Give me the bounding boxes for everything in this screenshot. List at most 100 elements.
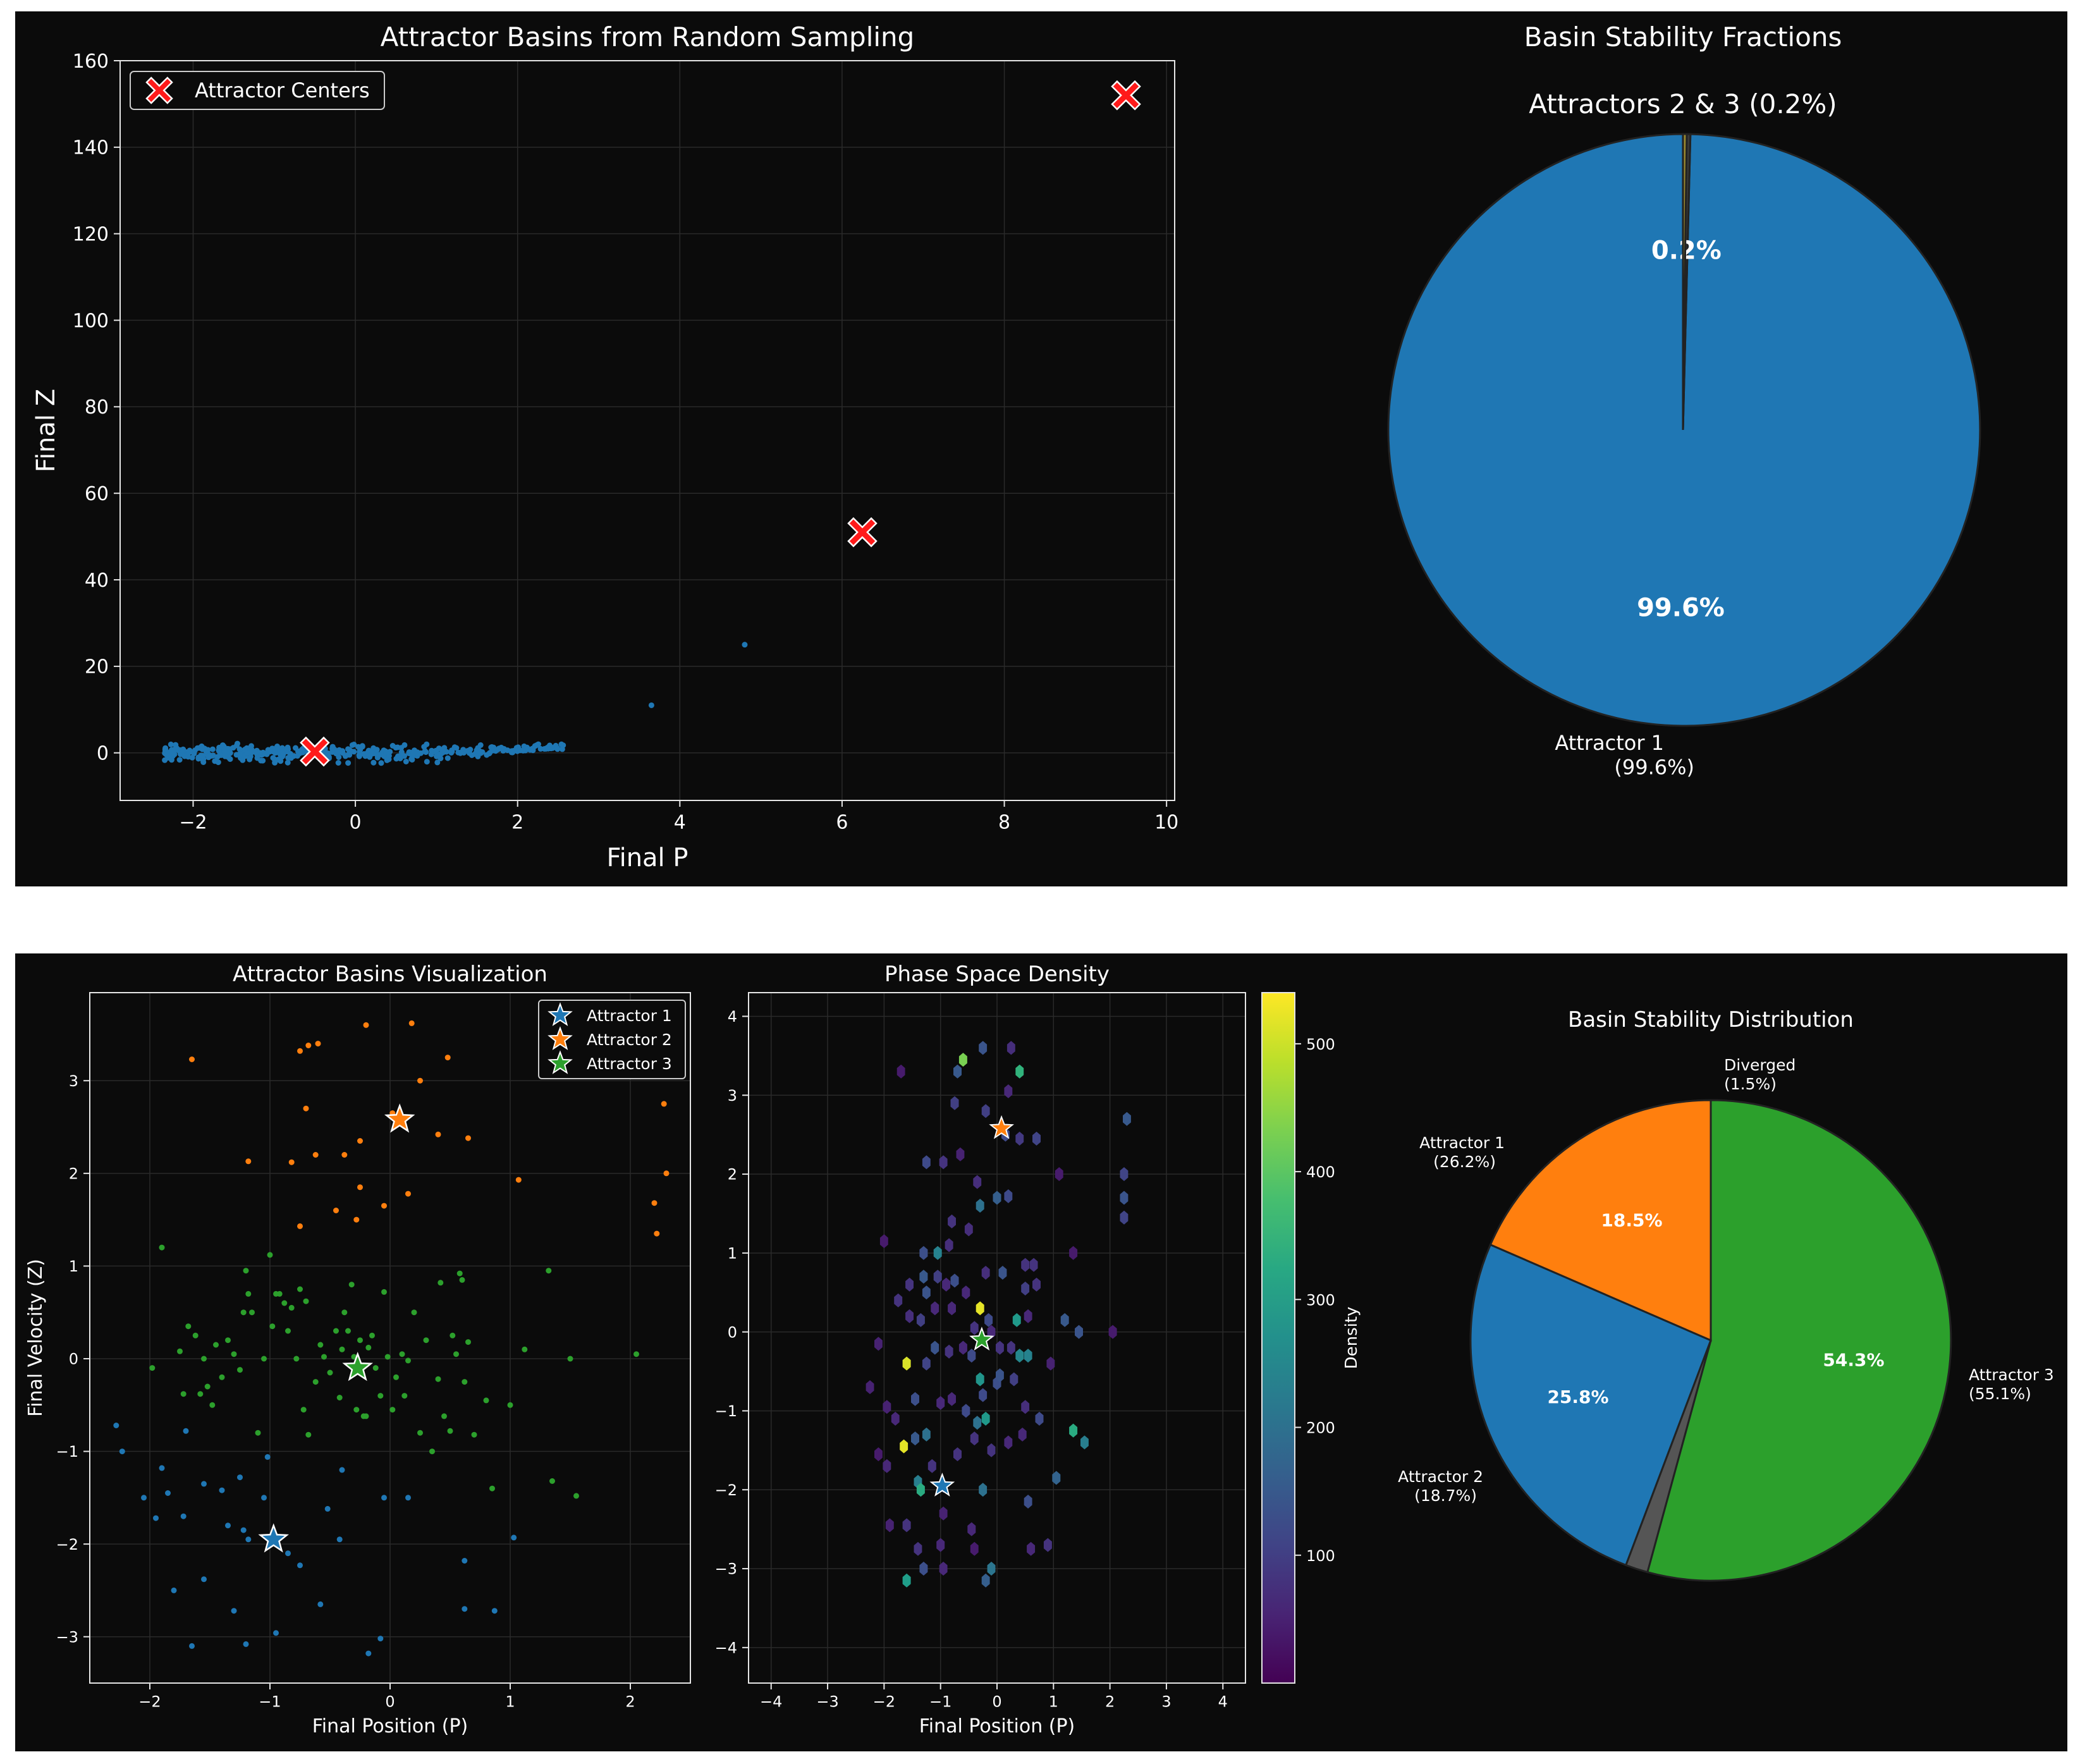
- hexbin-cell: [981, 1573, 990, 1588]
- scatter-point: [253, 749, 259, 756]
- y-tick-label: 120: [73, 223, 109, 245]
- hexbin-cell: [945, 1238, 953, 1253]
- scatter-point: [453, 745, 460, 751]
- legend-marker: [548, 1026, 573, 1050]
- x-axis-label: Final Position (P): [312, 1715, 468, 1737]
- scatter-point: [357, 1138, 363, 1144]
- scatter-point: [351, 749, 357, 755]
- x-axis-label: Final P: [606, 843, 688, 873]
- scatter-point: [489, 744, 495, 750]
- pie-slice-label-line: Attractor 1: [1419, 1134, 1505, 1152]
- scatter-point: [205, 753, 212, 759]
- pie-slice-label-line: (18.7%): [1414, 1486, 1477, 1505]
- scatter-point: [477, 742, 484, 748]
- hexbin-cell: [1027, 1541, 1036, 1556]
- top-figure: −2 0 2 4 6 8 10020406080100120140160Attractor …: [32, 21, 1981, 873]
- scatter-point: [661, 1101, 667, 1107]
- legend-box: [130, 71, 385, 110]
- scatter-point: [264, 1454, 271, 1460]
- y-tick-label: 2: [728, 1166, 737, 1184]
- scatter-point: [444, 755, 451, 761]
- scatter-point: [339, 1346, 345, 1352]
- scatter-point: [399, 1351, 405, 1357]
- scatter-point: [663, 1170, 670, 1177]
- hexbin-cell: [1029, 1258, 1038, 1272]
- hexbin-cell: [1018, 1427, 1027, 1442]
- scatter-point: [216, 744, 223, 750]
- scatter-point: [267, 1252, 273, 1258]
- scatter-point: [197, 1391, 204, 1397]
- x-tick-label: 3: [1161, 1693, 1171, 1711]
- pie-percent-label: 18.5%: [1601, 1210, 1662, 1230]
- attractor-star-marker: [969, 1326, 994, 1351]
- scatter-point: [214, 754, 221, 760]
- hexbin-cell: [1015, 1064, 1024, 1079]
- hexbin-cell: [931, 1340, 939, 1355]
- x-tick-label: −4: [760, 1693, 782, 1711]
- hexbin-cell: [987, 1325, 996, 1339]
- pie-slice: [1489, 1099, 1712, 1342]
- pie-slice-label: Attractor 1 (26.2%): [1419, 1134, 1505, 1171]
- hexbin-cell: [970, 1541, 979, 1556]
- hexbin-cell: [902, 1573, 911, 1588]
- scatter-point: [554, 746, 561, 752]
- scatter-point: [231, 1608, 237, 1614]
- scatter-point: [429, 747, 435, 754]
- hexbin-cell: [916, 1313, 925, 1327]
- scatter-point: [317, 1342, 324, 1348]
- scatter-point: [189, 1057, 195, 1062]
- scatter-point: [465, 1339, 471, 1345]
- scatter-point: [219, 1374, 225, 1380]
- pie-slice-label-line: Diverged: [1724, 1056, 1796, 1074]
- hexbin-cell: [942, 1277, 951, 1292]
- hexbin-cell: [964, 1222, 973, 1237]
- scatter-point: [457, 750, 463, 756]
- hexbin-cell: [970, 1321, 979, 1335]
- hexbin-cell: [1120, 1191, 1129, 1205]
- scatter-point: [456, 1270, 463, 1277]
- hexbin-cell: [956, 1147, 965, 1161]
- x-tick-label: 6: [836, 812, 848, 834]
- x-tick-label: 1: [1049, 1693, 1058, 1711]
- scatter-point: [201, 1356, 207, 1362]
- hexbin-cell: [1004, 1435, 1013, 1450]
- hexbin-cell: [922, 1155, 931, 1170]
- scatter-point: [312, 1152, 319, 1158]
- scatter-point: [199, 752, 205, 759]
- scatter-point: [183, 1428, 189, 1434]
- scatter-point: [374, 754, 381, 761]
- pie-slice-label-line: Attractor 3: [1969, 1366, 2054, 1384]
- scatter-point: [348, 1282, 355, 1288]
- scatter-point: [384, 757, 390, 763]
- legend-label: Attractor 3: [587, 1055, 672, 1073]
- scatter-point: [462, 1379, 468, 1385]
- attractor-star-marker: [384, 1103, 415, 1133]
- scatter-point: [742, 642, 748, 648]
- scatter-point: [305, 1043, 312, 1048]
- x-tick-label: −2: [873, 1693, 895, 1711]
- hexbin-cell: [987, 1562, 996, 1576]
- scatter-point: [288, 755, 294, 761]
- hexbin-cell: [1012, 1313, 1021, 1327]
- hexbin-cell: [979, 1041, 988, 1055]
- hexbin-cell: [1024, 1495, 1032, 1509]
- scatter-point: [189, 1643, 195, 1649]
- y-tick-label: 140: [73, 137, 109, 159]
- hexbin-cell: [979, 1388, 988, 1402]
- scatter-point: [387, 749, 393, 755]
- scatter-point: [372, 1365, 379, 1371]
- chart-title: Phase Space Density: [884, 962, 1110, 987]
- scatter-point: [204, 1383, 211, 1390]
- y-tick-label: −4: [715, 1639, 737, 1657]
- scatter-point: [515, 1177, 522, 1183]
- hexbin-cell: [894, 1293, 903, 1308]
- scatter-point: [201, 1481, 207, 1487]
- y-tick-label: 40: [85, 570, 109, 592]
- hexbin-cell: [874, 1337, 883, 1351]
- hexbin-cell: [911, 1392, 919, 1406]
- scatter-point: [222, 753, 228, 759]
- attractor-star-marker: [929, 1473, 955, 1497]
- hexbin-cell: [914, 1541, 922, 1556]
- pie-percent-label: 54.3%: [1823, 1349, 1884, 1370]
